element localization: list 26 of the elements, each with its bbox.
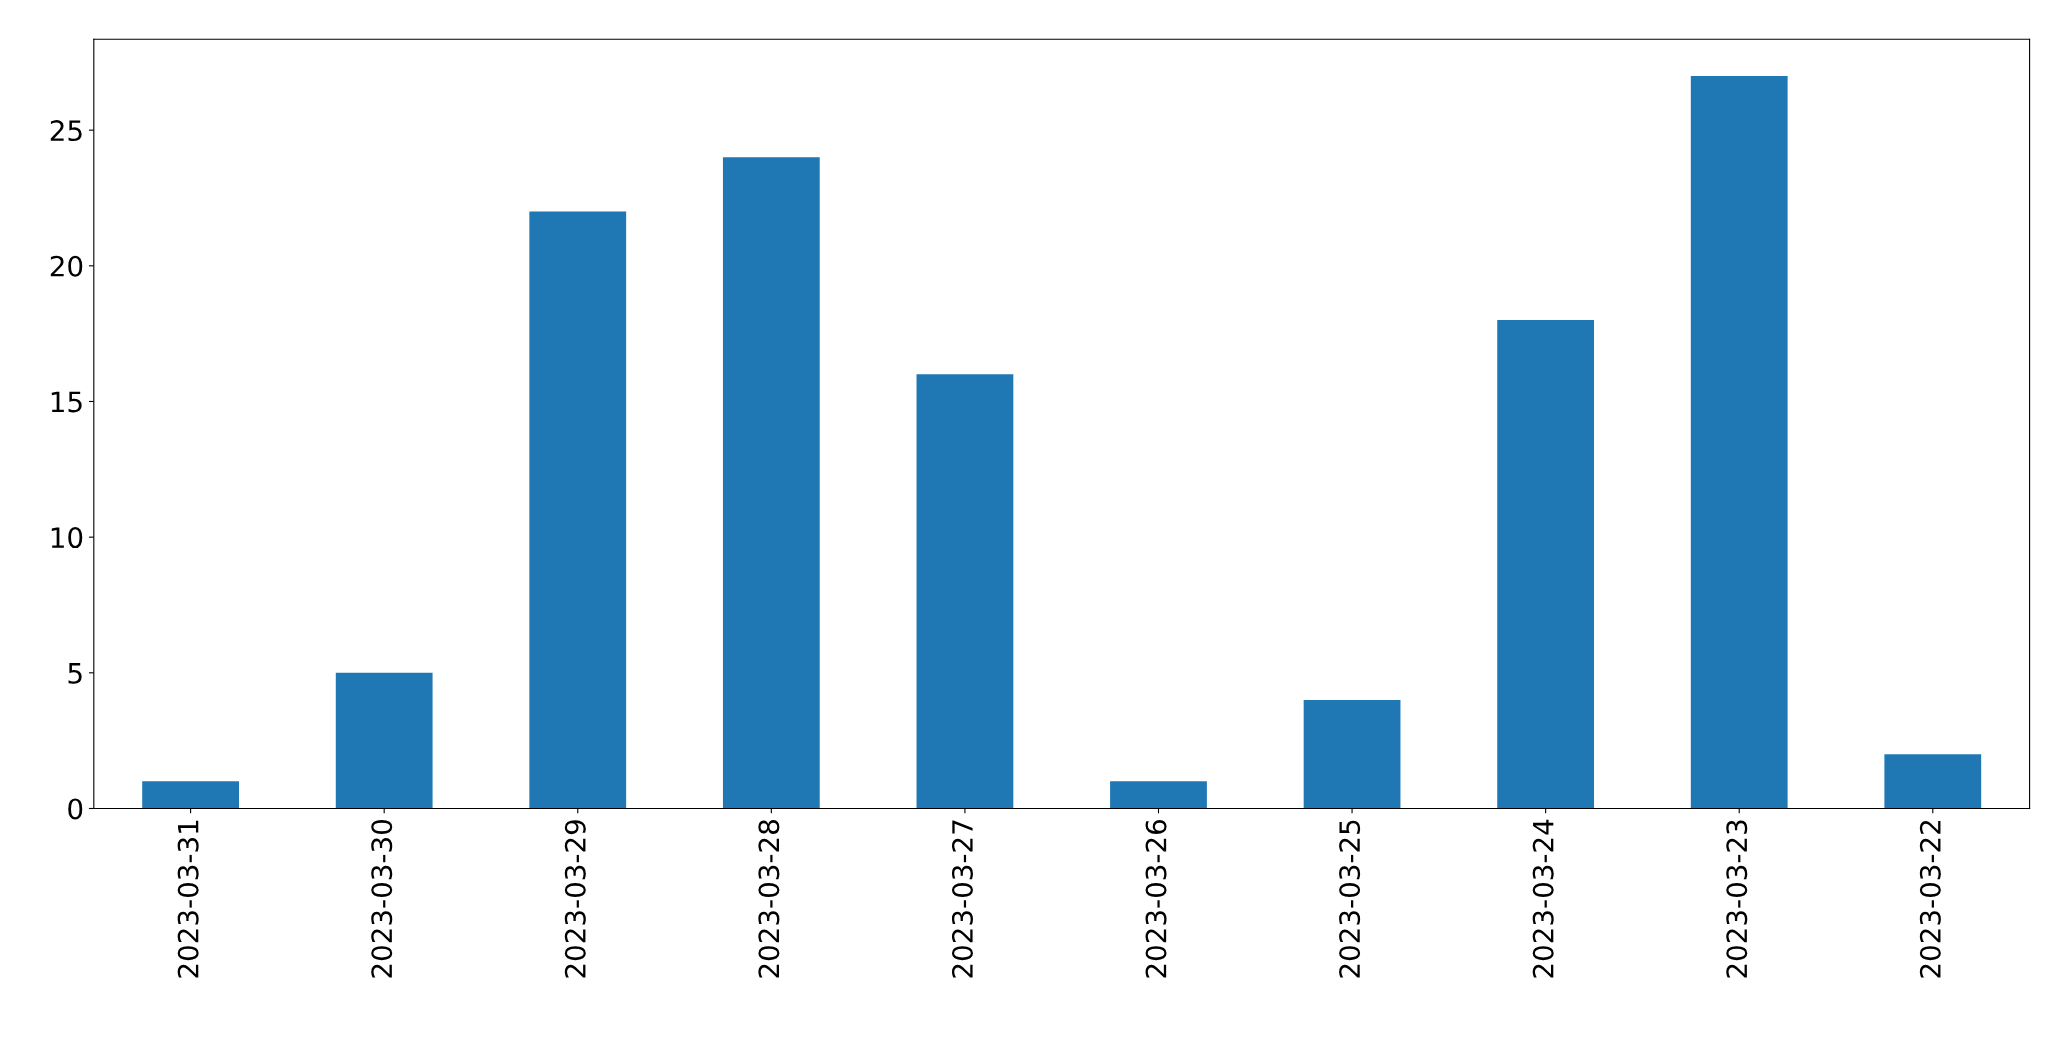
bar (142, 781, 239, 809)
bar (1303, 699, 1401, 809)
x-tick-label: 2023-03-24 (1532, 819, 1554, 978)
y-tick-label: 15 (51, 391, 82, 413)
x-tick-label: 2023-03-30 (371, 820, 393, 978)
bar (1110, 781, 1207, 809)
y-tick-label: 5 (68, 663, 82, 684)
x-tick-label: 2023-03-22 (1919, 820, 1941, 978)
bar (529, 211, 627, 809)
x-tick-label: 2023-03-29 (564, 820, 586, 978)
y-tick-label: 0 (68, 798, 83, 820)
bar (1497, 320, 1595, 809)
x-tick-label: 2023-03-27 (951, 820, 973, 978)
x-tick-label: 2023-03-23 (1726, 820, 1748, 978)
y-tick-label: 10 (51, 527, 83, 549)
x-tick-label: 2023-03-26 (1145, 819, 1167, 978)
bar (1690, 75, 1788, 809)
bar (1884, 754, 1982, 809)
x-tick-label: 2023-03-28 (758, 820, 780, 978)
y-tick-label: 25 (50, 120, 82, 142)
x-tick-label: 2023-03-25 (1339, 820, 1361, 978)
bar (335, 672, 433, 809)
x-tick-label: 2023-03-31 (177, 820, 199, 978)
bar (916, 374, 1014, 809)
bar (722, 157, 820, 809)
y-tick-label: 20 (50, 255, 83, 277)
